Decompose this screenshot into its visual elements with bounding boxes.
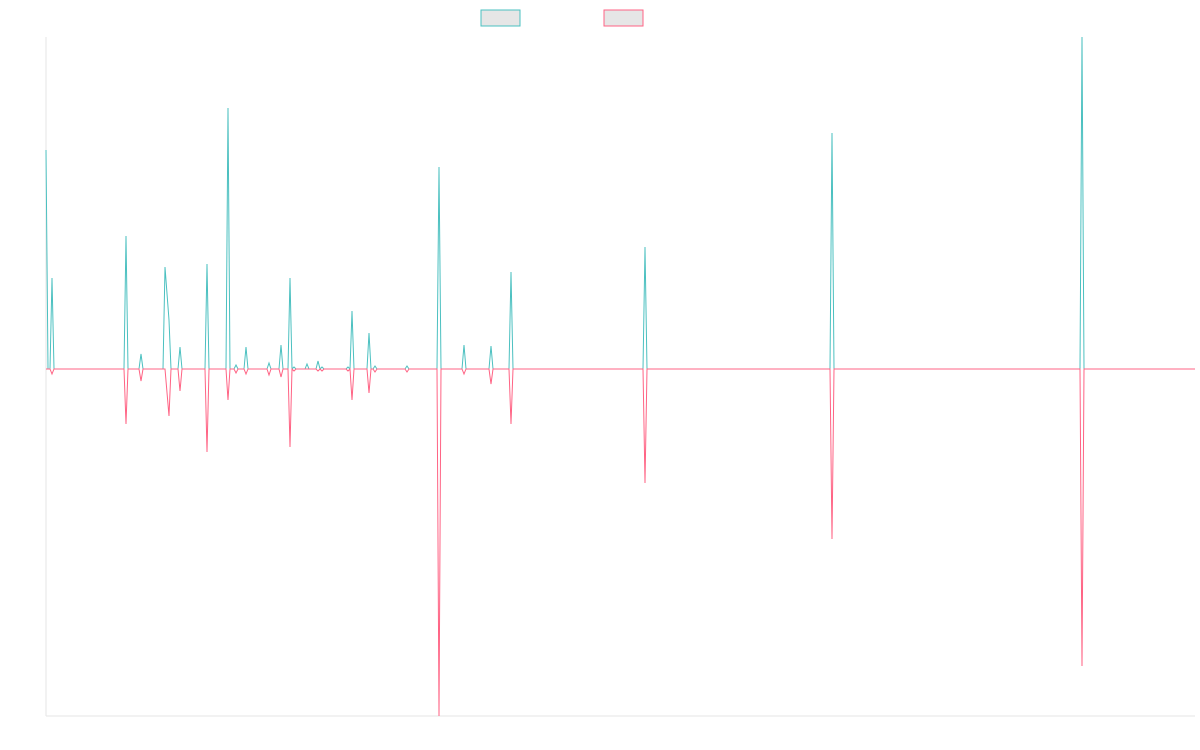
legend-swatch[interactable] (603, 9, 644, 27)
legend-swatch[interactable] (480, 9, 521, 27)
series-line (46, 367, 1195, 717)
series-line (45, 36, 1195, 371)
